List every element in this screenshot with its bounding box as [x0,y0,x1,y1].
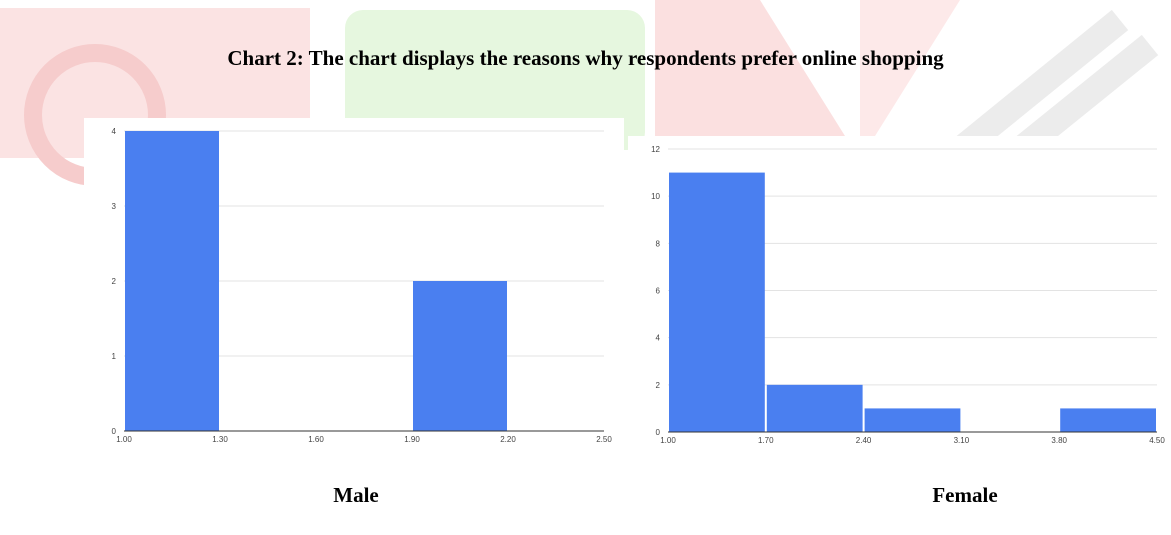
y-tick-label: 12 [651,145,660,154]
x-tick-label: 1.00 [116,435,132,444]
histogram-bar [125,131,219,431]
x-tick-label: 1.00 [660,436,676,445]
y-tick-label: 4 [656,334,661,343]
x-tick-label: 1.90 [404,435,420,444]
x-tick-label: 1.70 [758,436,774,445]
y-tick-label: 6 [656,287,661,296]
male-histogram-chart: 0 1 2 3 4 1.00 1.30 1.60 1.90 2.20 2.50 [112,127,613,444]
histogram-bar [669,172,765,433]
male-caption: Male [333,483,379,507]
x-tick-label: 2.20 [500,435,516,444]
y-tick-label: 4 [112,127,117,136]
x-tick-label: 2.50 [596,435,612,444]
histogram-bar [864,408,961,432]
histogram-bar [766,384,863,432]
watermark-red-triangle [860,0,960,160]
watermark-red-shape [655,0,860,160]
watermark-grey-strokes [951,9,1159,161]
female-chart-panel: 0 2 4 6 8 10 12 1.00 1.70 2.40 3.10 3.80 4.50 [628,136,1171,456]
y-tick-label: 0 [656,428,661,437]
x-tick-label: 3.80 [1051,436,1067,445]
male-chart-panel: 0 1 2 3 4 1.00 1.30 1.60 1.90 2.20 2.50 [84,118,624,458]
watermark-green-block [345,10,645,150]
x-tick-label: 1.30 [212,435,228,444]
female-caption: Female [932,483,998,507]
female-histogram-chart: 0 2 4 6 8 10 12 1.00 1.70 2.40 3.10 3.80 4.50 [651,145,1165,445]
y-tick-label: 8 [656,239,661,248]
x-tick-label: 4.50 [1149,436,1165,445]
y-tick-label: 10 [651,192,660,201]
y-tick-label: 1 [112,352,117,361]
y-tick-label: 3 [112,202,117,211]
x-tick-label: 1.60 [308,435,324,444]
histogram-bar [1060,408,1156,432]
y-tick-label: 2 [112,277,117,286]
x-tick-label: 3.10 [954,436,970,445]
y-tick-label: 0 [112,427,117,436]
page-title: Chart 2: The chart displays the reasons … [227,46,944,70]
y-tick-label: 2 [656,381,661,390]
x-tick-label: 2.40 [856,436,872,445]
histogram-bar [413,281,507,431]
